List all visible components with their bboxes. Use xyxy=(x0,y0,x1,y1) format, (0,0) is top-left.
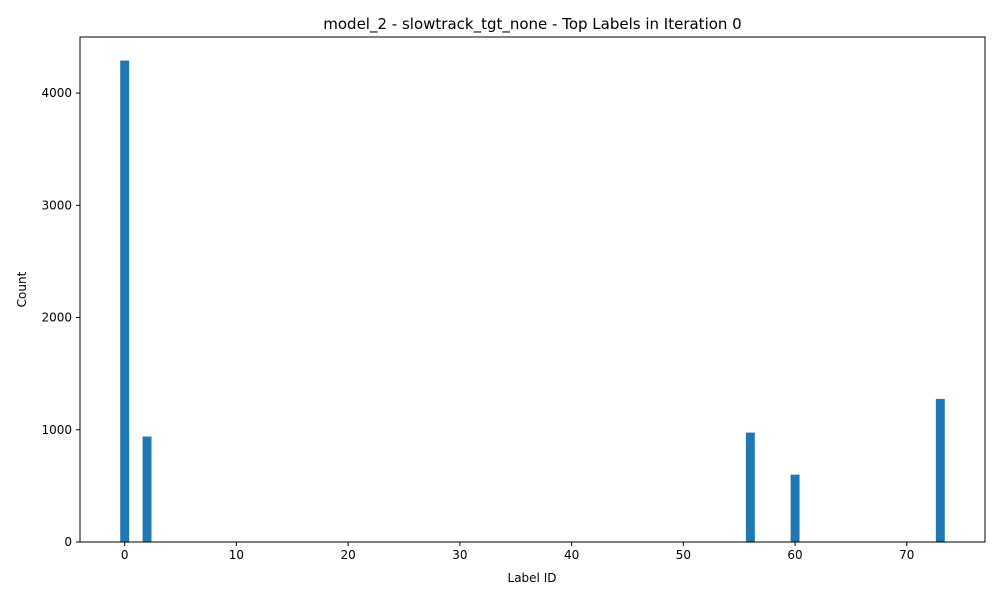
x-tick-label: 50 xyxy=(676,548,691,562)
y-tick-label: 0 xyxy=(64,535,72,549)
x-tick-label: 60 xyxy=(787,548,802,562)
bar-label-0 xyxy=(120,60,130,543)
x-tick-label: 30 xyxy=(452,548,467,562)
y-tick-label: 2000 xyxy=(41,311,72,325)
x-tick-label: 40 xyxy=(564,548,579,562)
bar-label-56 xyxy=(745,432,755,542)
x-tick-label: 20 xyxy=(341,548,356,562)
bar-label-2 xyxy=(142,436,152,542)
y-tick-label: 4000 xyxy=(41,86,72,100)
x-tick-label: 10 xyxy=(229,548,244,562)
x-tick-label: 0 xyxy=(121,548,129,562)
plot-area: 0 10 20 30 40 50 60 70 0 1000 2000 3000 4000 xyxy=(41,36,986,562)
x-tick-label: 70 xyxy=(899,548,914,562)
chart-title: model_2 - slowtrack_tgt_none - Top Label… xyxy=(323,15,741,34)
y-axis-label: Count xyxy=(15,271,29,307)
bar-label-60 xyxy=(790,474,800,542)
y-tick-label: 3000 xyxy=(41,198,72,212)
bar-label-73 xyxy=(935,398,945,542)
axes-frame xyxy=(79,36,986,543)
y-tick-label: 1000 xyxy=(41,423,72,437)
x-axis-label: Label ID xyxy=(508,571,557,585)
